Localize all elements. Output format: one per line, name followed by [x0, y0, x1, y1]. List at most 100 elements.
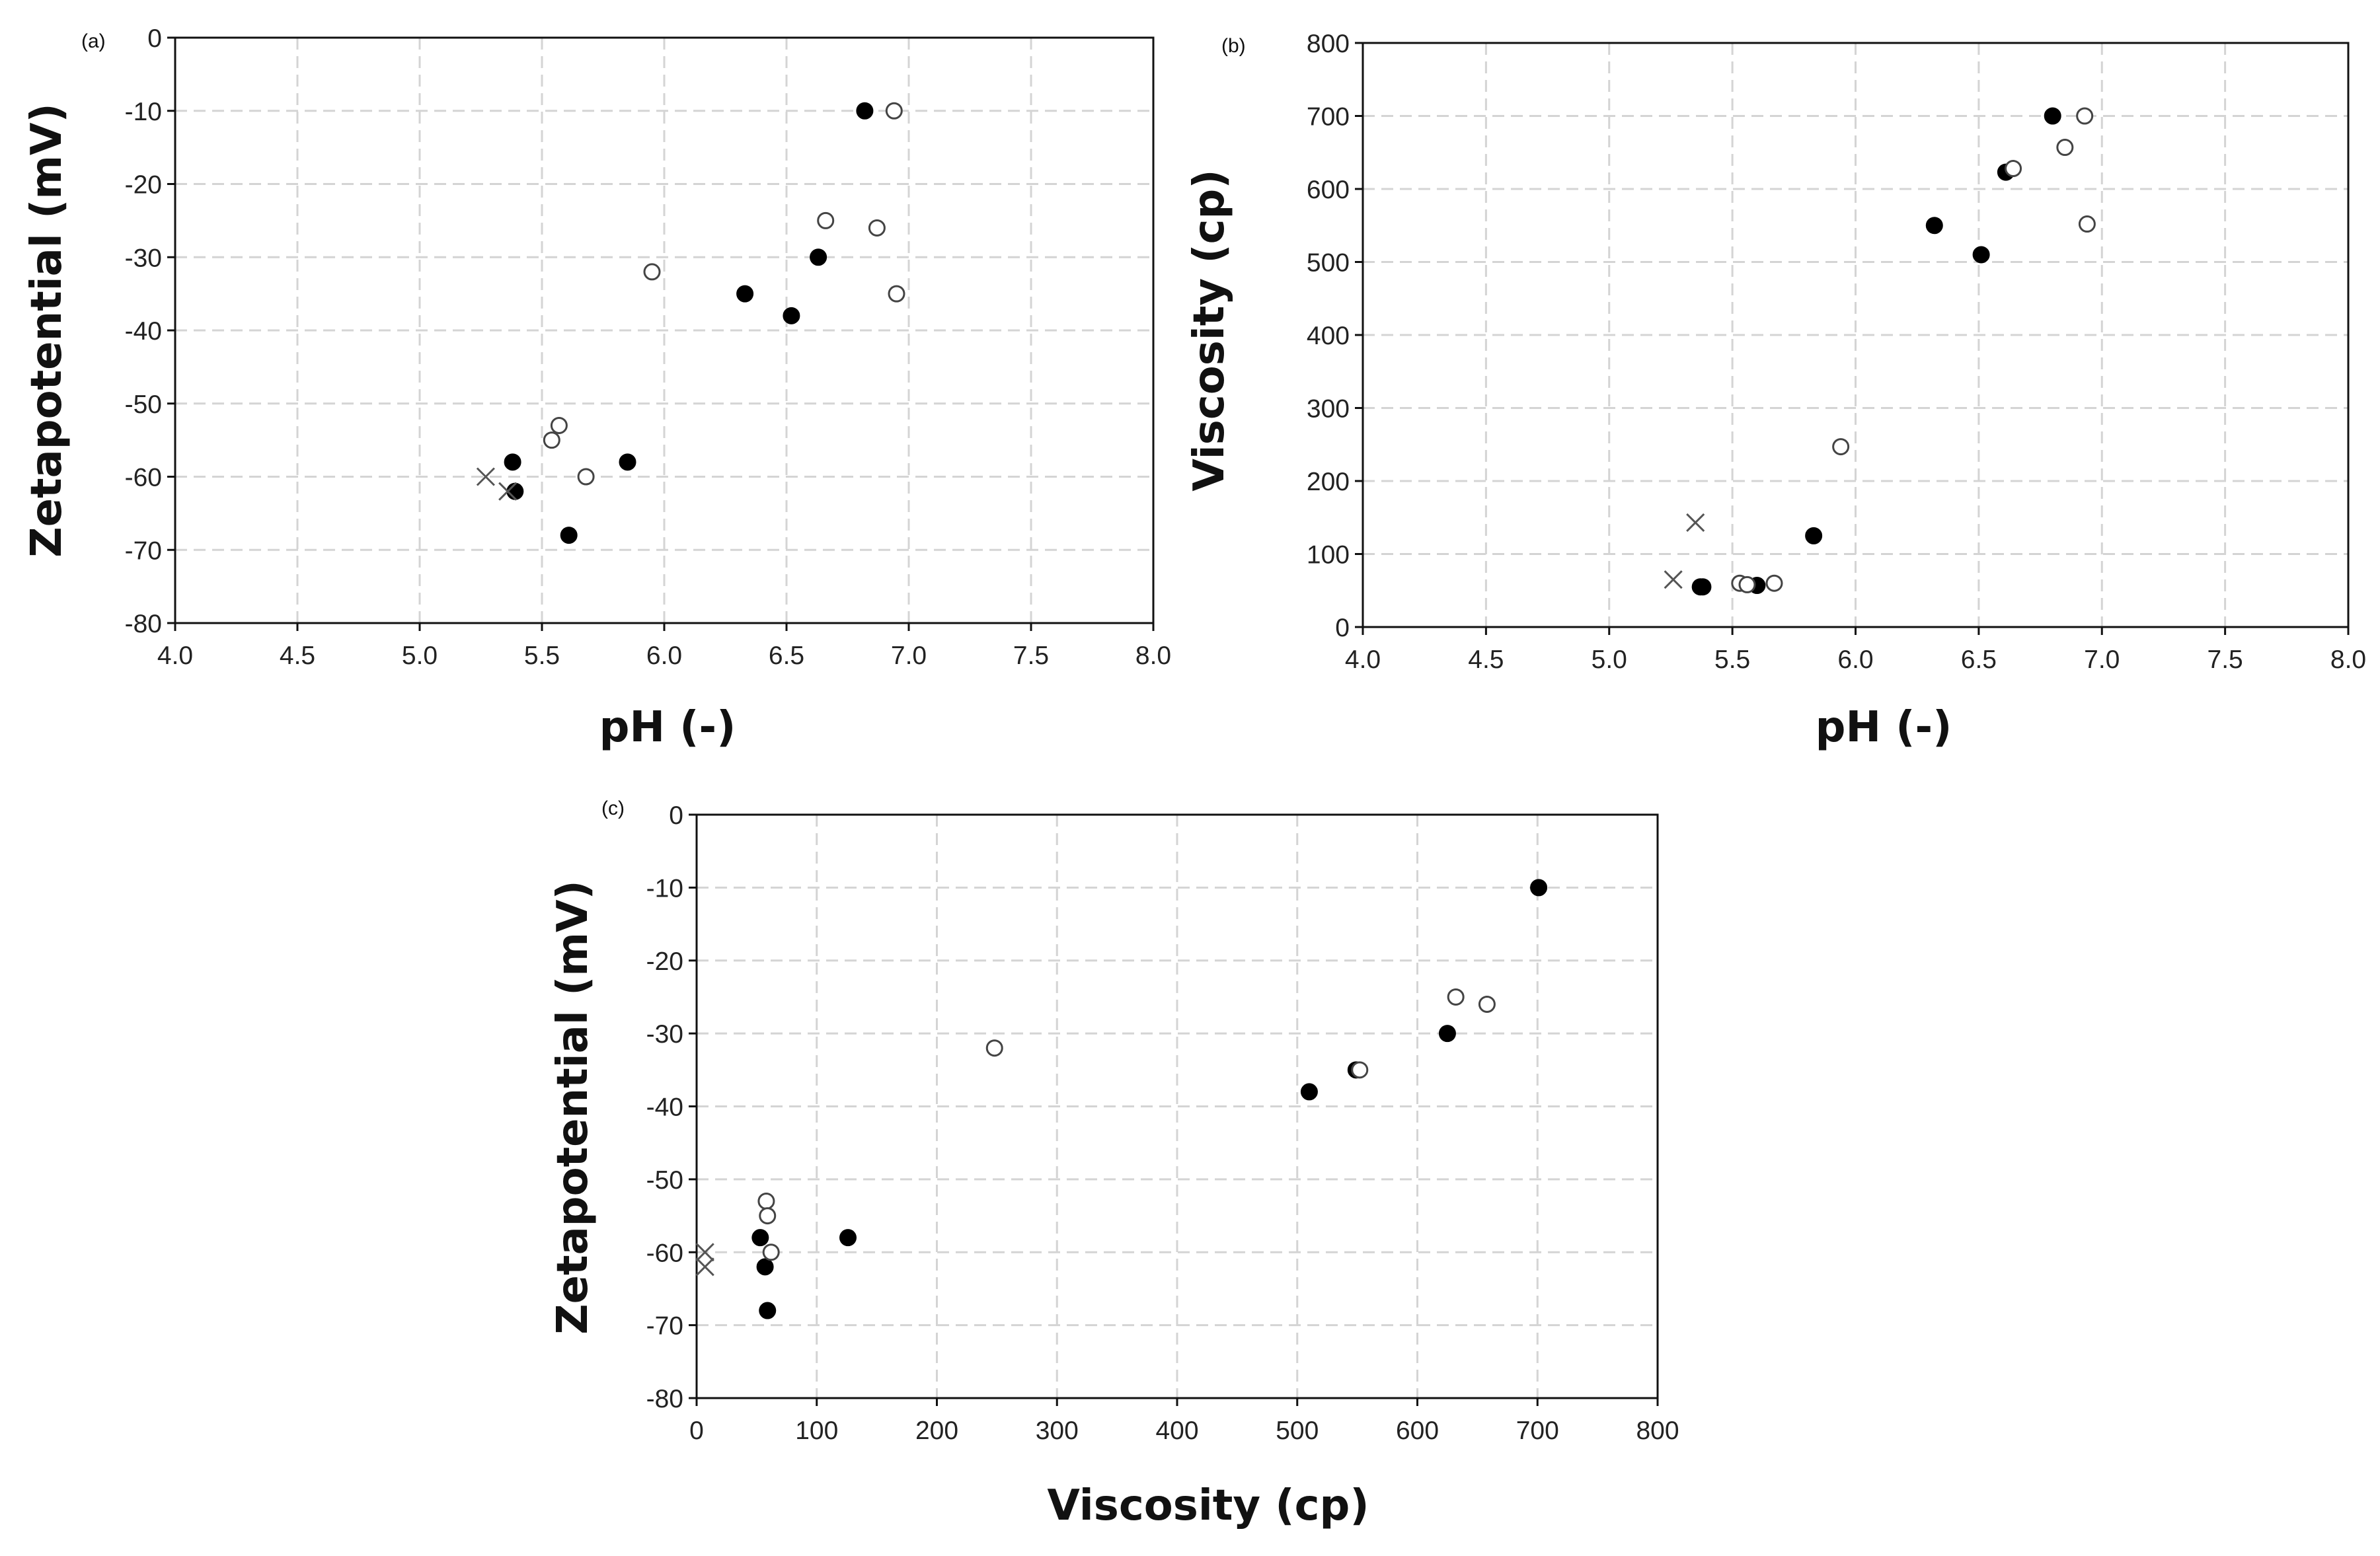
data-point-open	[550, 416, 568, 434]
y-tick-label: 300	[1307, 395, 1350, 424]
data-point-filled	[736, 285, 754, 303]
y-tick-label: -30	[646, 1020, 683, 1049]
y-tick-label: -70	[125, 537, 162, 565]
data-point-filled	[506, 482, 524, 500]
data-point-open	[1765, 574, 1783, 592]
x-tick-label: 4.5	[280, 642, 315, 670]
chart-panel-c: 0 100 200 300 400 500 600 700 800 0 -10 -20 -30 -40 -5…	[549, 797, 1679, 1530]
y-tick-label: -10	[125, 98, 162, 126]
data-point-filled	[759, 1302, 777, 1319]
data-point-filled	[856, 102, 874, 120]
x-tick-label: 7.5	[2207, 646, 2243, 674]
data-point-open	[543, 431, 560, 449]
data-point-cross	[476, 467, 495, 486]
x-tick-label: 8.0	[1135, 642, 1171, 670]
y-axis-title: Zetapotential (mV)	[549, 880, 597, 1335]
data-point-open	[643, 263, 661, 281]
data-point-filled	[839, 1229, 857, 1247]
data-point-filled	[504, 453, 521, 471]
y-tick-label: 500	[1307, 249, 1350, 278]
data-point-filled	[2044, 107, 2061, 125]
chart-panel-b: 4.0 4.5 5.0 5.5 6.0 6.5 7.0 7.5 8.0 800 700 600 500 4…	[1185, 30, 2366, 752]
data-point-open	[2005, 160, 2022, 178]
y-tick-label: -70	[646, 1312, 683, 1341]
data-point-open	[1832, 438, 1850, 456]
data-point-open	[1738, 575, 1756, 593]
y-tick-label: -80	[646, 1385, 683, 1413]
y-tick-label: 100	[1307, 541, 1350, 570]
data-point-open	[888, 285, 905, 303]
x-tick-label: 4.0	[157, 642, 193, 670]
x-tick-label: 7.0	[891, 642, 927, 670]
y-tick-label: -20	[125, 171, 162, 200]
data-point-open	[868, 219, 886, 237]
x-tick-label: 800	[1636, 1417, 1679, 1445]
y-tick-label: 0	[669, 801, 683, 830]
data-point-cross	[1664, 570, 1683, 589]
x-tick-label: 100	[795, 1417, 838, 1445]
y-tick-label: 700	[1307, 103, 1350, 131]
data-point-filled	[783, 307, 800, 324]
data-point-filled	[810, 248, 827, 266]
x-tick-label: 300	[1036, 1417, 1079, 1445]
data-point-open	[762, 1243, 780, 1261]
data-point-open	[1447, 988, 1465, 1006]
x-axis-title: pH (-)	[599, 703, 736, 752]
data-point-filled	[751, 1229, 769, 1247]
data-point-filled	[1530, 879, 1548, 897]
data-point-filled	[1300, 1083, 1318, 1101]
data-point-open	[1351, 1061, 1369, 1079]
x-tick-label: 5.0	[1592, 646, 1627, 674]
panel-label: (a)	[81, 30, 106, 52]
y-tick-label: -80	[125, 610, 162, 638]
x-tick-label: 4.5	[1468, 646, 1504, 674]
y-tick-label: 0	[147, 24, 162, 53]
y-tick-label: 0	[1335, 614, 1350, 642]
data-point-open	[985, 1039, 1003, 1057]
data-point-open	[2078, 215, 2096, 233]
y-tick-label: -60	[125, 464, 162, 492]
y-axis-title: Zetapotential (mV)	[22, 103, 71, 558]
data-point-open	[817, 211, 835, 229]
y-tick-label: -50	[646, 1166, 683, 1195]
x-axis-title: pH (-)	[1816, 703, 1952, 752]
x-tick-label: 5.0	[402, 642, 438, 670]
data-point-cross	[1686, 513, 1705, 533]
panel-label: (c)	[601, 797, 625, 819]
data-point-filled	[619, 453, 636, 471]
y-tick-label: 400	[1307, 322, 1350, 350]
data-point-cross	[695, 1243, 714, 1262]
y-tick-label: -50	[125, 390, 162, 419]
y-tick-label: 200	[1307, 468, 1350, 496]
data-point-open	[757, 1192, 775, 1210]
data-point-filled	[1972, 246, 1990, 264]
x-tick-label: 0	[689, 1417, 704, 1445]
data-point-open	[2076, 107, 2094, 125]
x-tick-label: 500	[1276, 1417, 1319, 1445]
x-tick-label: 8.0	[2330, 646, 2366, 674]
data-point-cross	[498, 482, 518, 501]
chart-panel-a: 4.0 4.5 5.0 5.5 6.0 6.5 7.0 7.5 8.0 0 -10 -20 -30 -40…	[22, 24, 1171, 752]
y-tick-label: -30	[125, 244, 162, 272]
data-point-open	[1478, 995, 1496, 1013]
x-axis-title: Viscosity (cp)	[1047, 1481, 1369, 1530]
x-tick-label: 7.0	[2084, 646, 2120, 674]
x-tick-label: 400	[1155, 1417, 1198, 1445]
y-tick-label: -40	[125, 317, 162, 346]
y-tick-label: -60	[646, 1239, 683, 1267]
y-axis-title: Viscosity (cp)	[1185, 169, 1234, 491]
x-tick-label: 5.5	[1714, 646, 1750, 674]
x-tick-label: 7.5	[1013, 642, 1049, 670]
x-tick-label: 5.5	[524, 642, 560, 670]
x-tick-label: 6.5	[1961, 646, 1997, 674]
data-point-filled	[1438, 1025, 1456, 1043]
y-tick-label: -20	[646, 947, 683, 976]
x-tick-label: 4.0	[1345, 646, 1381, 674]
data-point-filled	[1805, 527, 1823, 544]
y-tick-label: 800	[1307, 30, 1350, 58]
x-tick-label: 200	[915, 1417, 958, 1445]
data-point-open	[759, 1207, 777, 1225]
data-point-filled	[1925, 217, 1943, 235]
y-tick-label: 600	[1307, 176, 1350, 204]
